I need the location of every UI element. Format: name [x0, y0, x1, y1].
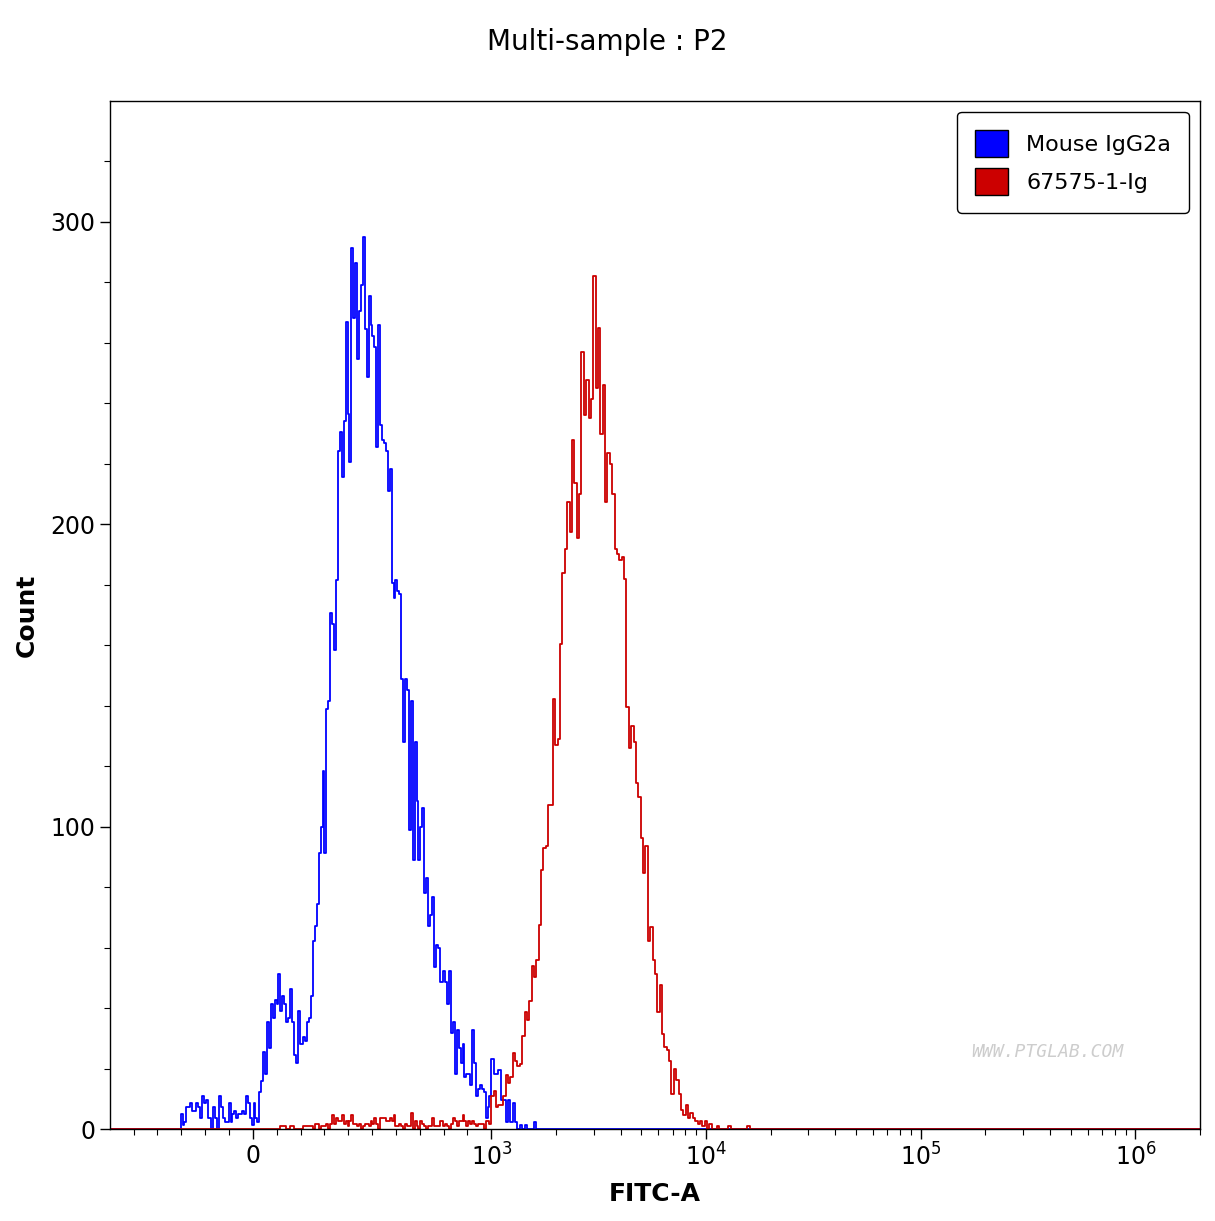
- 67575-1-Ig: [553, 733, 567, 747]
- Text: Multi-sample : P2: Multi-sample : P2: [487, 28, 728, 56]
- Mouse IgG2a: [207, 1122, 221, 1137]
- Y-axis label: Count: Count: [15, 573, 39, 657]
- Mouse IgG2a: [553, 1122, 567, 1137]
- 67575-1-Ig: [207, 1122, 221, 1137]
- Legend: Mouse IgG2a, 67575-1-Ig: Mouse IgG2a, 67575-1-Ig: [957, 112, 1189, 212]
- Mouse IgG2a: [202, 1111, 216, 1126]
- 67575-1-Ig: [202, 1122, 216, 1137]
- Mouse IgG2a: [1126, 1122, 1141, 1137]
- Mouse IgG2a: [102, 1122, 117, 1137]
- 67575-1-Ig: [1126, 1122, 1141, 1137]
- Mouse IgG2a: [600, 1122, 615, 1137]
- Line: Mouse IgG2a: Mouse IgG2a: [109, 237, 1200, 1129]
- Mouse IgG2a: [356, 230, 371, 244]
- Text: WWW.PTGLAB.COM: WWW.PTGLAB.COM: [971, 1043, 1124, 1061]
- 67575-1-Ig: [586, 269, 600, 283]
- 67575-1-Ig: [102, 1122, 117, 1137]
- Line: 67575-1-Ig: 67575-1-Ig: [109, 276, 1200, 1129]
- 67575-1-Ig: [327, 1109, 341, 1123]
- Mouse IgG2a: [327, 617, 341, 631]
- X-axis label: FITC-A: FITC-A: [609, 1182, 701, 1206]
- 67575-1-Ig: [1193, 1122, 1208, 1137]
- 67575-1-Ig: [600, 446, 615, 460]
- Mouse IgG2a: [1193, 1122, 1208, 1137]
